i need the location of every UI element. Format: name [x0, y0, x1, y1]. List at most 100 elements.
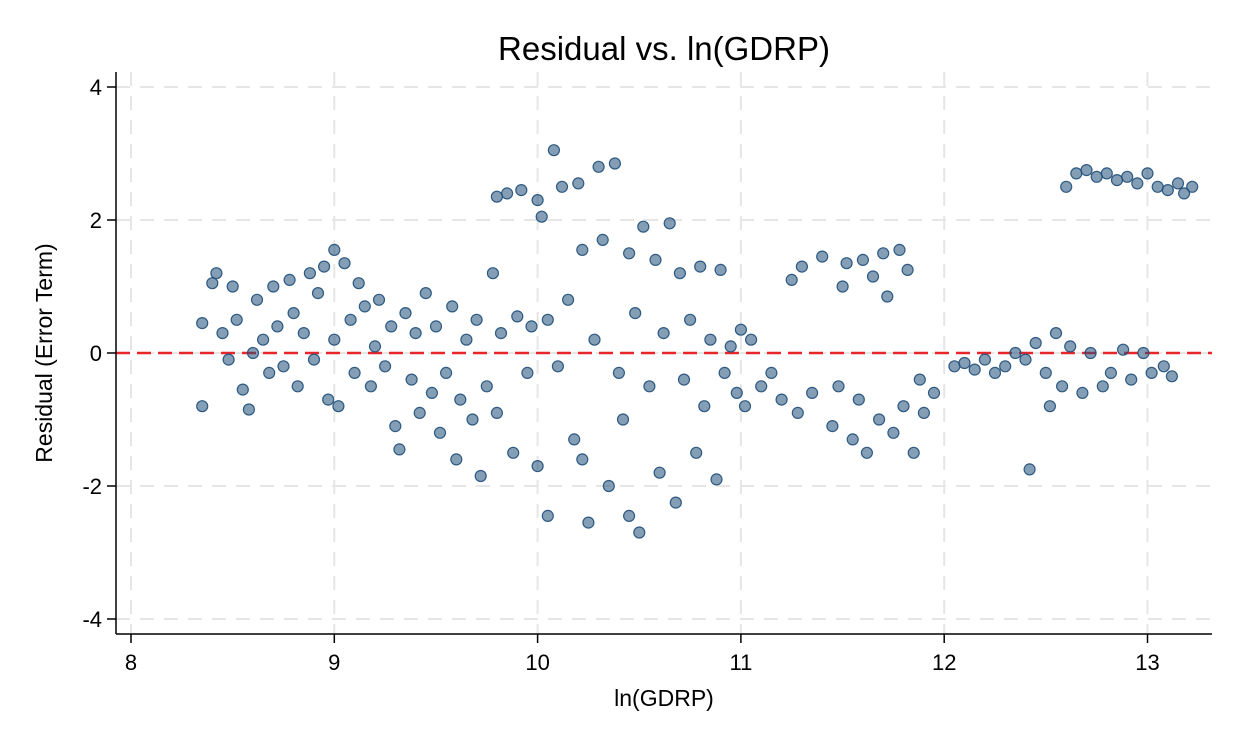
- data-point: [1131, 177, 1144, 190]
- data-point: [840, 257, 853, 270]
- data-point: [328, 243, 341, 256]
- data-point: [246, 346, 260, 360]
- data-point: [1076, 386, 1089, 399]
- data-point: [958, 356, 971, 370]
- data-point: [653, 466, 666, 479]
- x-tick-label: 13: [1135, 650, 1159, 675]
- data-point: [348, 366, 361, 379]
- data-point: [236, 383, 249, 396]
- x-tick-label: 12: [932, 650, 956, 675]
- data-point: [1177, 187, 1191, 200]
- data-point: [318, 260, 331, 273]
- axes: 8 9 10 11 12 13 -4 -2 0 2 4: [82, 72, 1212, 675]
- data-point: [673, 267, 687, 280]
- data-point: [291, 380, 304, 393]
- data-point: [1157, 360, 1170, 373]
- data-point: [791, 406, 804, 419]
- data-point: [501, 187, 514, 200]
- data-point: [307, 353, 321, 366]
- data-point: [846, 433, 859, 446]
- data-point: [1171, 177, 1185, 190]
- data-point: [877, 247, 890, 260]
- data-point: [596, 233, 609, 246]
- data-point: [657, 327, 670, 340]
- data-point: [338, 257, 351, 270]
- data-point: [730, 386, 743, 399]
- data-point: [1141, 167, 1154, 180]
- data-point: [576, 243, 589, 256]
- data-point: [860, 446, 874, 459]
- data-point: [385, 320, 398, 333]
- data-point: [311, 287, 325, 300]
- data-point: [364, 380, 377, 393]
- data-point: [196, 317, 209, 330]
- data-point: [1110, 174, 1124, 187]
- data-point: [555, 180, 569, 193]
- data-point: [866, 270, 880, 283]
- data-point: [486, 267, 499, 280]
- data-point: [1104, 366, 1118, 379]
- data-point: [1090, 170, 1103, 183]
- data-point: [897, 400, 910, 413]
- chart-title: Residual vs. ln(GDRP): [498, 30, 830, 67]
- data-point: [1186, 180, 1199, 193]
- data-point: [826, 420, 839, 433]
- data-point: [1151, 180, 1164, 193]
- data-point: [358, 300, 371, 313]
- data-point: [242, 403, 255, 416]
- y-tick-label: 2: [90, 208, 102, 233]
- data-point: [541, 313, 554, 326]
- data-point: [206, 277, 219, 290]
- data-point: [1125, 373, 1138, 386]
- data-point: [525, 320, 538, 333]
- data-point: [379, 360, 392, 373]
- data-point: [683, 313, 697, 326]
- data-point: [389, 420, 402, 433]
- data-point: [433, 426, 447, 439]
- data-point: [893, 243, 906, 256]
- data-point: [541, 509, 554, 523]
- data-point: [1055, 380, 1069, 393]
- data-point: [303, 267, 316, 280]
- data-point: [637, 220, 650, 233]
- data-point: [608, 157, 622, 170]
- data-point: [283, 273, 296, 286]
- data-point: [913, 373, 926, 386]
- data-point: [710, 473, 723, 486]
- data-point: [1100, 167, 1113, 180]
- data-point: [1161, 184, 1174, 197]
- data-point: [547, 144, 561, 157]
- data-point: [429, 320, 443, 333]
- data-point: [978, 353, 992, 366]
- data-point: [535, 210, 548, 223]
- data-point: [490, 190, 503, 203]
- data-point: [531, 194, 544, 207]
- x-tick-label: 10: [525, 650, 549, 675]
- data-point: [352, 277, 365, 290]
- data-point: [1080, 164, 1093, 177]
- y-tick-label: -4: [82, 607, 102, 632]
- data-point: [409, 327, 422, 340]
- data-point: [419, 287, 432, 300]
- data-point: [612, 366, 626, 379]
- data-point: [494, 327, 508, 340]
- data-point: [446, 300, 459, 313]
- data-point: [1060, 180, 1073, 193]
- data-point: [210, 267, 223, 280]
- x-axis-title: ln(GDRP): [614, 685, 714, 711]
- data-point: [775, 393, 788, 406]
- data-point: [507, 446, 520, 459]
- data-point: [633, 526, 646, 539]
- data-point: [466, 413, 479, 426]
- data-point: [1019, 353, 1032, 366]
- data-point: [917, 406, 931, 419]
- data-point: [344, 313, 357, 326]
- data-point: [616, 413, 630, 426]
- data-point: [744, 333, 758, 346]
- data-point: [755, 380, 768, 393]
- data-point: [531, 460, 544, 473]
- data-point: [714, 263, 727, 276]
- data-point: [474, 469, 487, 483]
- data-point: [332, 400, 345, 413]
- data-point: [250, 293, 264, 306]
